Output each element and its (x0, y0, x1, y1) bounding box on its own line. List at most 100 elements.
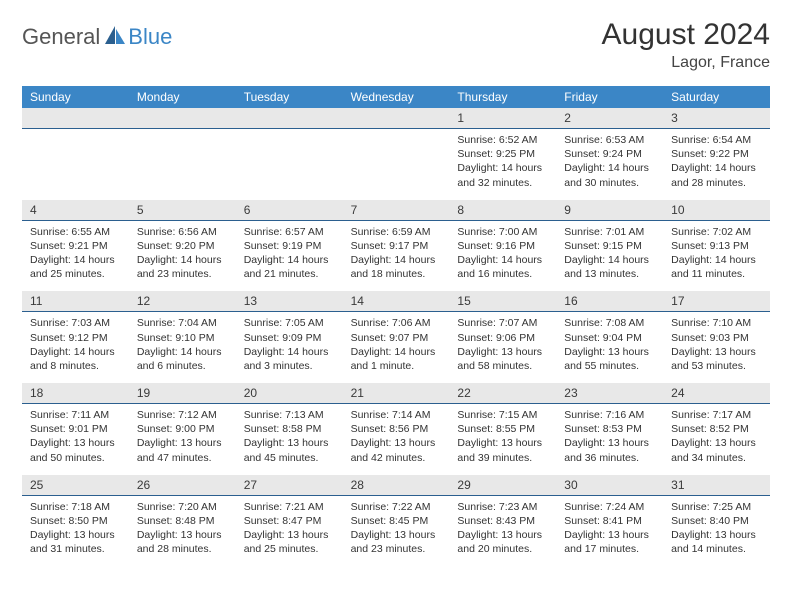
day-info-line: and 21 minutes. (244, 267, 335, 281)
day-info-cell: Sunrise: 7:15 AMSunset: 8:55 PMDaylight:… (449, 404, 556, 475)
day-number: 22 (449, 383, 556, 403)
day-info-cell (343, 129, 450, 200)
day-info-line: and 55 minutes. (564, 359, 655, 373)
day-info-line: Daylight: 13 hours (30, 436, 121, 450)
day-info-line: Sunrise: 6:53 AM (564, 133, 655, 147)
day-info-line: Daylight: 14 hours (351, 253, 442, 267)
location-text: Lagor, France (602, 54, 770, 72)
day-info-line: and 3 minutes. (244, 359, 335, 373)
day-number-row: 11121314151617 (22, 291, 770, 312)
day-info-line: Daylight: 14 hours (30, 345, 121, 359)
dow-thursday: Thursday (449, 86, 556, 108)
day-info-line: Daylight: 13 hours (30, 528, 121, 542)
day-info-line: Sunrise: 7:22 AM (351, 500, 442, 514)
day-info-cell: Sunrise: 7:21 AMSunset: 8:47 PMDaylight:… (236, 496, 343, 567)
day-info-line: Daylight: 13 hours (137, 436, 228, 450)
day-number: 6 (236, 200, 343, 220)
day-info-cell: Sunrise: 7:24 AMSunset: 8:41 PMDaylight:… (556, 496, 663, 567)
day-number: 27 (236, 475, 343, 495)
day-info-cell: Sunrise: 7:04 AMSunset: 9:10 PMDaylight:… (129, 312, 236, 383)
day-number: 5 (129, 200, 236, 220)
day-info-cell (236, 129, 343, 200)
day-info-cell: Sunrise: 7:00 AMSunset: 9:16 PMDaylight:… (449, 221, 556, 292)
day-number: 31 (663, 475, 770, 495)
day-info-line: and 34 minutes. (671, 451, 762, 465)
day-number: 20 (236, 383, 343, 403)
day-info-cell: Sunrise: 6:55 AMSunset: 9:21 PMDaylight:… (22, 221, 129, 292)
day-number: 19 (129, 383, 236, 403)
day-info-cell: Sunrise: 7:11 AMSunset: 9:01 PMDaylight:… (22, 404, 129, 475)
day-info-line: and 11 minutes. (671, 267, 762, 281)
day-info-line: Sunrise: 6:56 AM (137, 225, 228, 239)
day-number (22, 108, 129, 128)
day-info-line: Sunset: 9:09 PM (244, 331, 335, 345)
day-number-row: 123 (22, 108, 770, 129)
day-number: 3 (663, 108, 770, 128)
day-info-line: Sunrise: 6:59 AM (351, 225, 442, 239)
logo-text-general: General (22, 24, 100, 50)
day-info-cell: Sunrise: 7:03 AMSunset: 9:12 PMDaylight:… (22, 312, 129, 383)
day-info-cell (22, 129, 129, 200)
day-info-line: Sunrise: 7:24 AM (564, 500, 655, 514)
logo-sail-icon (104, 25, 126, 50)
day-info-line: Sunset: 9:01 PM (30, 422, 121, 436)
day-info-line: and 6 minutes. (137, 359, 228, 373)
day-number: 9 (556, 200, 663, 220)
day-info-line: Sunset: 8:48 PM (137, 514, 228, 528)
day-number-row: 25262728293031 (22, 475, 770, 496)
day-info-line: Daylight: 14 hours (564, 161, 655, 175)
day-info-line: Sunset: 9:10 PM (137, 331, 228, 345)
day-info-row: Sunrise: 7:03 AMSunset: 9:12 PMDaylight:… (22, 312, 770, 383)
calendar-grid: Sunday Monday Tuesday Wednesday Thursday… (22, 86, 770, 566)
day-info-cell: Sunrise: 6:53 AMSunset: 9:24 PMDaylight:… (556, 129, 663, 200)
day-info-line: Daylight: 14 hours (244, 253, 335, 267)
day-info-line: Sunrise: 7:00 AM (457, 225, 548, 239)
day-info-line: Daylight: 14 hours (351, 345, 442, 359)
day-info-line: and 20 minutes. (457, 542, 548, 556)
day-info-line: Sunrise: 7:07 AM (457, 316, 548, 330)
day-info-cell: Sunrise: 7:20 AMSunset: 8:48 PMDaylight:… (129, 496, 236, 567)
day-number: 14 (343, 291, 450, 311)
day-info-line: Sunset: 8:40 PM (671, 514, 762, 528)
day-number: 8 (449, 200, 556, 220)
day-info-line: and 1 minute. (351, 359, 442, 373)
day-info-cell: Sunrise: 7:12 AMSunset: 9:00 PMDaylight:… (129, 404, 236, 475)
day-info-line: Daylight: 14 hours (564, 253, 655, 267)
dow-friday: Friday (556, 86, 663, 108)
day-info-line: Daylight: 13 hours (457, 436, 548, 450)
day-number: 21 (343, 383, 450, 403)
day-info-line: and 28 minutes. (137, 542, 228, 556)
day-number (236, 108, 343, 128)
day-info-line: Sunset: 9:15 PM (564, 239, 655, 253)
day-info-line: Sunset: 8:58 PM (244, 422, 335, 436)
day-info-line: Daylight: 13 hours (351, 528, 442, 542)
day-number: 28 (343, 475, 450, 495)
day-info-line: Sunrise: 7:25 AM (671, 500, 762, 514)
day-number: 4 (22, 200, 129, 220)
day-info-line: Daylight: 13 hours (564, 528, 655, 542)
day-info-cell: Sunrise: 6:52 AMSunset: 9:25 PMDaylight:… (449, 129, 556, 200)
day-info-cell: Sunrise: 7:10 AMSunset: 9:03 PMDaylight:… (663, 312, 770, 383)
day-info-line: Sunset: 9:22 PM (671, 147, 762, 161)
day-info-line: Sunrise: 7:03 AM (30, 316, 121, 330)
day-info-line: Daylight: 13 hours (671, 528, 762, 542)
day-info-line: Sunset: 9:12 PM (30, 331, 121, 345)
day-number-row: 18192021222324 (22, 383, 770, 404)
day-info-line: Sunset: 9:17 PM (351, 239, 442, 253)
day-number: 11 (22, 291, 129, 311)
day-number: 23 (556, 383, 663, 403)
day-info-row: Sunrise: 6:55 AMSunset: 9:21 PMDaylight:… (22, 221, 770, 292)
day-info-line: and 45 minutes. (244, 451, 335, 465)
day-info-line: Daylight: 14 hours (457, 161, 548, 175)
day-info-line: Daylight: 13 hours (244, 436, 335, 450)
day-number: 17 (663, 291, 770, 311)
day-info-line: Sunset: 8:55 PM (457, 422, 548, 436)
day-info-cell: Sunrise: 6:56 AMSunset: 9:20 PMDaylight:… (129, 221, 236, 292)
day-info-line: and 14 minutes. (671, 542, 762, 556)
day-info-line: Sunset: 9:24 PM (564, 147, 655, 161)
day-info-line: and 53 minutes. (671, 359, 762, 373)
day-info-line: Sunrise: 7:06 AM (351, 316, 442, 330)
dow-monday: Monday (129, 86, 236, 108)
day-info-line: Sunset: 9:25 PM (457, 147, 548, 161)
day-info-line: Sunrise: 7:10 AM (671, 316, 762, 330)
